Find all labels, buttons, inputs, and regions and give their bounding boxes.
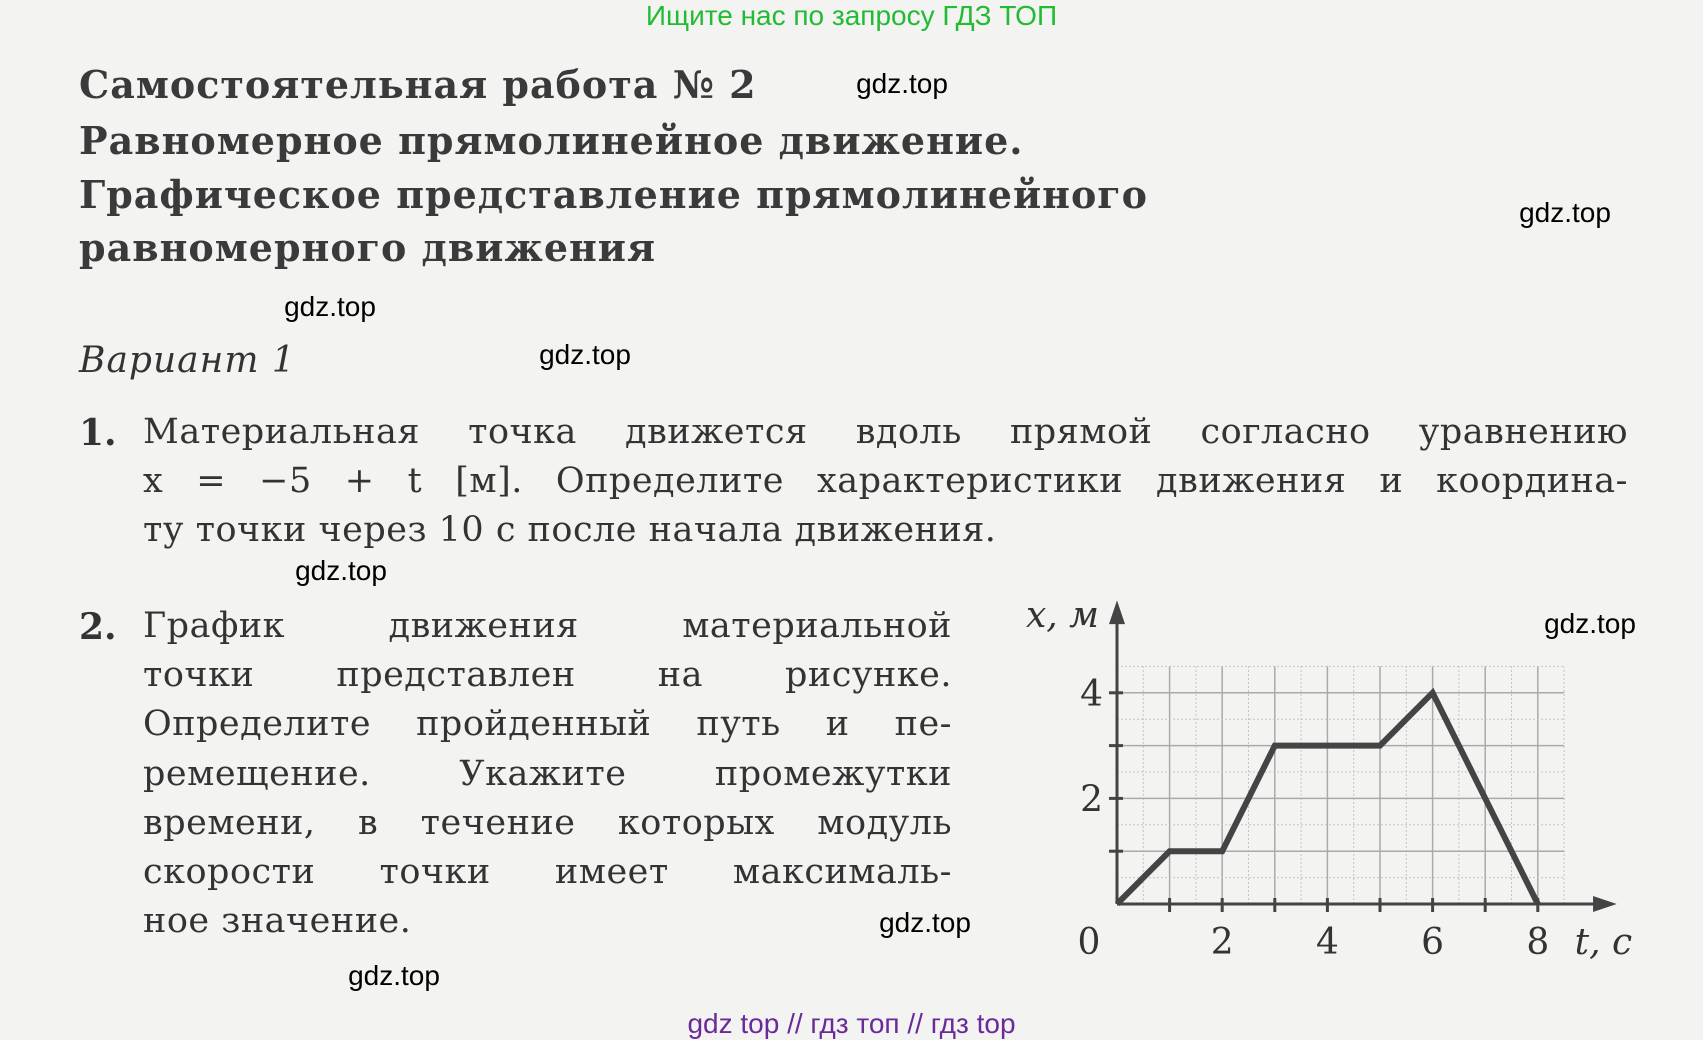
chart-axes [1109, 600, 1617, 912]
watermark: gdz.top [284, 291, 376, 322]
series-line [1114, 687, 1541, 907]
watermark: gdz.top [879, 907, 971, 938]
y-axis-label: x, м [1026, 595, 1099, 636]
x-axis-label: t, с [1575, 922, 1633, 963]
x-tick-label: 0 [1078, 922, 1101, 963]
y-tick-label: 4 [1080, 674, 1103, 715]
x-axis-arrow [1593, 896, 1617, 912]
task-2-line: скорости точки имеет максималь- [143, 852, 952, 892]
title-line-1: Самостоятельная работа № 2 [79, 62, 757, 107]
title-line-2: Равномерное прямолинейное движение. [79, 118, 1024, 163]
variant-heading: Вариант 1 [79, 340, 296, 381]
task-2-line: ное значение. [143, 901, 412, 941]
task-1-number: 1. [79, 412, 117, 454]
watermark: gdz.top [539, 339, 631, 370]
watermark: gdz.top [856, 68, 948, 99]
y-tick-label: 2 [1080, 779, 1103, 820]
task-1-line-3: ту точки через 10 с после начала движени… [143, 510, 997, 550]
task-2-line: График движения материальной [143, 606, 952, 646]
task-1-line-2: x = −5 + t [м]. Определите характеристик… [143, 461, 1628, 501]
y-axis-arrow [1109, 600, 1125, 625]
task-2-number: 2. [79, 606, 117, 648]
search-banner: Ищите нас по запросу ГДЗ ТОП [645, 0, 1058, 31]
task-2-line: времени, в течение которых модуль [143, 803, 952, 843]
title-line-4: равномерного движения [79, 225, 657, 270]
watermark: gdz.top [348, 960, 440, 991]
footer-links: gdz top // гдз топ // гдз top [687, 1008, 1016, 1039]
watermark: gdz.top [295, 555, 387, 586]
task-2-line: Определите пройденный путь и пе- [143, 704, 952, 744]
title-line-3: Графическое представление прямолинейного [79, 172, 1148, 217]
x-tick-label: 4 [1316, 922, 1339, 963]
task-2-line: ремещение. Укажите промежутки [143, 754, 952, 794]
x-tick-label: 2 [1211, 922, 1234, 963]
x-tick-label: 6 [1421, 922, 1444, 963]
task-2-line: точки представлен на рисунке. [143, 655, 952, 695]
chart-grid [1117, 665, 1565, 904]
watermark: gdz.top [1544, 608, 1636, 639]
task-1-line-1: Материальная точка движется вдоль прямой… [143, 412, 1628, 452]
watermark: gdz.top [1519, 197, 1611, 228]
x-tick-label: 8 [1526, 922, 1549, 963]
